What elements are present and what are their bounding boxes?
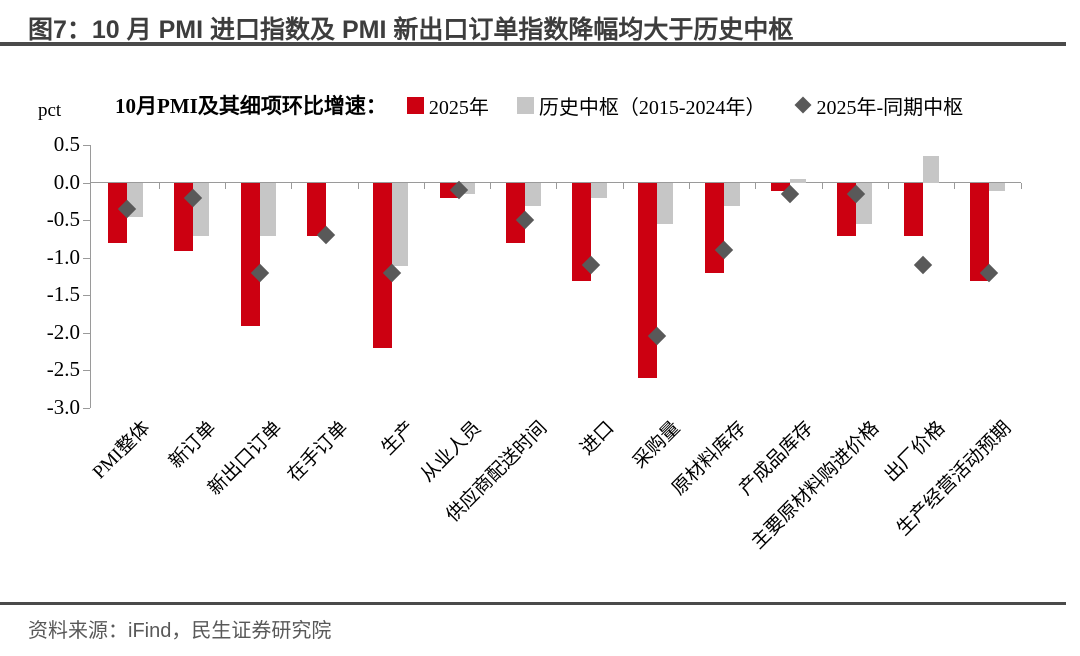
bar-2025 bbox=[240, 183, 260, 326]
y-axis-tick bbox=[83, 220, 90, 221]
bar-2025 bbox=[771, 183, 790, 191]
bar-2025 bbox=[969, 183, 989, 281]
legend-item-2025: 2025年 bbox=[406, 91, 489, 120]
x-axis-tick bbox=[689, 183, 691, 189]
y-axis-tick bbox=[83, 182, 90, 184]
legend-label-history: 历史中枢（2015-2024年） bbox=[538, 96, 766, 119]
x-axis-tick bbox=[490, 183, 492, 189]
legend-item-median: 2025年-同期中枢 bbox=[794, 91, 964, 120]
x-axis-label: PMI整体 bbox=[88, 417, 154, 484]
y-axis-tick-label: 0.5 bbox=[53, 132, 80, 156]
bar-2025 bbox=[638, 183, 658, 378]
bar-history bbox=[591, 183, 608, 198]
bar-history bbox=[922, 156, 939, 183]
bar-history bbox=[790, 178, 806, 183]
y-axis-tick-label: -3.0 bbox=[46, 394, 80, 419]
x-axis-tick bbox=[357, 183, 359, 189]
figure-title: 图7：10 月 PMI 进口指数及 PMI 新出口订单指数降幅均大于历史中枢 bbox=[28, 16, 794, 44]
x-axis-label: 进口 bbox=[576, 417, 618, 460]
bar-2025 bbox=[704, 183, 724, 273]
x-axis-tick bbox=[556, 183, 558, 189]
gray-bar-swatch-icon bbox=[516, 96, 534, 114]
chart-legend: 10月PMI及其细项环比增速： 2025年 历史中枢（2015-2024年） 2… bbox=[115, 90, 963, 120]
bar-2025 bbox=[108, 183, 127, 243]
x-axis-label: 生产 bbox=[377, 417, 420, 460]
bar-2025 bbox=[505, 183, 525, 243]
x-axis-tick bbox=[423, 183, 425, 189]
bar-history bbox=[723, 183, 740, 206]
legend-label-2025: 2025年 bbox=[428, 96, 489, 119]
bar-2025 bbox=[903, 183, 923, 236]
source-text: 资料来源：iFind，民生证券研究院 bbox=[28, 620, 332, 642]
x-axis-label: 在手订单 bbox=[284, 417, 353, 487]
x-axis-tick bbox=[954, 183, 956, 189]
y-axis-tick-label: -2.0 bbox=[46, 319, 80, 344]
bar-history bbox=[657, 183, 674, 225]
y-axis-tick bbox=[83, 407, 90, 409]
y-axis-tick-label: -1.5 bbox=[46, 282, 80, 306]
y-axis-tick-label: -0.5 bbox=[46, 207, 80, 231]
bar-2025 bbox=[306, 183, 326, 236]
y-axis-tick bbox=[83, 145, 90, 146]
y-axis-tick bbox=[83, 257, 90, 259]
legend-item-history: 历史中枢（2015-2024年） bbox=[516, 91, 766, 120]
y-axis-tick-label: -1.0 bbox=[46, 244, 80, 269]
footer-divider bbox=[0, 602, 1066, 605]
legend-title: 10月PMI及其细项环比增速： bbox=[115, 94, 387, 118]
x-axis-tick bbox=[887, 183, 889, 189]
title-divider bbox=[0, 42, 1066, 46]
plot-area bbox=[90, 145, 1023, 408]
x-axis-label: 采购量 bbox=[629, 417, 685, 473]
x-axis-tick bbox=[224, 183, 226, 189]
x-axis-tick bbox=[1020, 183, 1022, 189]
bar-2025 bbox=[572, 183, 592, 281]
diamond-swatch-icon bbox=[794, 96, 811, 114]
x-axis-tick bbox=[622, 183, 624, 189]
y-axis-tick bbox=[83, 370, 90, 371]
x-axis-label: 生产经营活动预期 bbox=[893, 417, 1016, 540]
bar-history bbox=[392, 183, 409, 266]
x-axis-tick bbox=[158, 183, 160, 189]
y-axis-unit-label: pct bbox=[38, 100, 62, 121]
y-axis-tick-label: 0.0 bbox=[53, 169, 80, 194]
bar-2025 bbox=[373, 183, 393, 348]
x-axis-tick bbox=[291, 183, 293, 189]
y-axis-tick bbox=[83, 332, 90, 334]
red-bar-swatch-icon bbox=[406, 96, 424, 114]
bar-history bbox=[524, 183, 541, 206]
diamond-marker bbox=[913, 255, 932, 275]
zero-line bbox=[90, 182, 1021, 183]
bar-history bbox=[259, 183, 276, 236]
x-axis-tick bbox=[821, 183, 823, 189]
y-axis-tick bbox=[83, 295, 90, 296]
y-axis-line bbox=[90, 145, 91, 408]
legend-label-median: 2025年-同期中枢 bbox=[816, 96, 964, 119]
y-axis-tick-label: -2.5 bbox=[46, 357, 80, 381]
x-axis-label: 新订单 bbox=[165, 417, 221, 473]
x-axis-tick bbox=[755, 183, 757, 189]
bar-history bbox=[988, 183, 1005, 191]
